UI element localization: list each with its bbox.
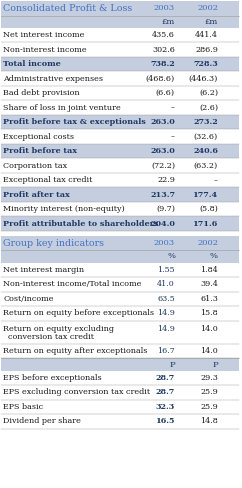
Text: (6.6): (6.6) [156, 89, 175, 97]
Text: 16.5: 16.5 [156, 417, 175, 426]
Text: EPS basic: EPS basic [3, 403, 43, 411]
Text: 204.0: 204.0 [150, 220, 175, 227]
Text: 302.6: 302.6 [152, 45, 175, 54]
Text: 25.9: 25.9 [200, 403, 218, 411]
Text: 63.5: 63.5 [157, 295, 175, 303]
Text: 1.84: 1.84 [200, 266, 218, 274]
Text: 263.0: 263.0 [150, 118, 175, 126]
Text: 286.9: 286.9 [195, 45, 218, 54]
Text: 15.8: 15.8 [200, 309, 218, 317]
Text: 14.9: 14.9 [157, 325, 175, 333]
Text: 273.2: 273.2 [193, 118, 218, 126]
Text: 738.2: 738.2 [150, 60, 175, 68]
Text: 2002: 2002 [197, 4, 218, 12]
Text: Profit before tax: Profit before tax [3, 147, 77, 155]
Text: Profit attributable to shareholders: Profit attributable to shareholders [3, 220, 158, 227]
Text: 41.0: 41.0 [157, 281, 175, 288]
Text: 728.3: 728.3 [193, 60, 218, 68]
Text: 441.4: 441.4 [195, 31, 218, 39]
Text: P: P [212, 361, 218, 368]
Text: Total income: Total income [3, 60, 61, 68]
Text: Exceptional costs: Exceptional costs [3, 133, 74, 141]
Text: P: P [169, 361, 175, 368]
Text: –: – [171, 103, 175, 112]
Text: (72.2): (72.2) [151, 162, 175, 169]
Bar [1, 216, 239, 231]
Text: 14.8: 14.8 [200, 417, 218, 426]
Text: EPS excluding conversion tax credit: EPS excluding conversion tax credit [3, 388, 150, 396]
Bar [1, 16, 239, 28]
Text: %: % [210, 252, 218, 261]
Bar [1, 57, 239, 71]
Text: 213.7: 213.7 [150, 191, 175, 199]
Text: 240.6: 240.6 [193, 147, 218, 155]
Text: Bad debt provision: Bad debt provision [3, 89, 80, 97]
Text: (32.6): (32.6) [194, 133, 218, 141]
Text: Corporation tax: Corporation tax [3, 162, 67, 169]
Text: 28.7: 28.7 [156, 388, 175, 396]
Text: (468.6): (468.6) [146, 75, 175, 82]
Text: (2.6): (2.6) [199, 103, 218, 112]
Text: Non-interest income: Non-interest income [3, 45, 87, 54]
Text: Administrative expenses: Administrative expenses [3, 75, 103, 82]
Text: Non-interest income/Total income: Non-interest income/Total income [3, 281, 141, 288]
Bar [1, 144, 239, 158]
Text: 28.7: 28.7 [156, 374, 175, 382]
Text: 29.3: 29.3 [200, 374, 218, 382]
Text: 61.3: 61.3 [200, 295, 218, 303]
Text: –: – [171, 133, 175, 141]
Text: –: – [214, 176, 218, 184]
Text: Dividend per share: Dividend per share [3, 417, 81, 426]
Text: 14.0: 14.0 [200, 325, 218, 333]
Text: Share of loss in joint venture: Share of loss in joint venture [3, 103, 121, 112]
Text: 435.6: 435.6 [152, 31, 175, 39]
Text: %: % [167, 252, 175, 261]
Bar [1, 115, 239, 129]
Text: Exceptional tax credit: Exceptional tax credit [3, 176, 92, 184]
Text: 32.3: 32.3 [156, 403, 175, 411]
Text: 22.9: 22.9 [157, 176, 175, 184]
Text: 39.4: 39.4 [200, 281, 218, 288]
Text: (446.3): (446.3) [189, 75, 218, 82]
Text: Minority interest (non-equity): Minority interest (non-equity) [3, 205, 125, 213]
Text: £m: £m [162, 18, 175, 26]
Bar [1, 187, 239, 202]
Text: 25.9: 25.9 [200, 388, 218, 396]
Text: 2003: 2003 [154, 239, 175, 247]
Text: conversion tax credit: conversion tax credit [3, 333, 94, 341]
Text: EPS before exceptionals: EPS before exceptionals [3, 374, 102, 382]
Text: £m: £m [205, 18, 218, 26]
Bar [1, 1, 239, 16]
Text: Return on equity before exceptionals: Return on equity before exceptionals [3, 309, 154, 317]
Text: (6.2): (6.2) [199, 89, 218, 97]
Text: 177.4: 177.4 [193, 191, 218, 199]
Text: Consolidated Profit & Loss: Consolidated Profit & Loss [3, 4, 132, 13]
Text: Profit after tax: Profit after tax [3, 191, 70, 199]
Text: Group key indicators: Group key indicators [3, 239, 104, 247]
Text: Net interest income: Net interest income [3, 31, 84, 39]
Text: 1.55: 1.55 [157, 266, 175, 274]
Text: Cost/income: Cost/income [3, 295, 53, 303]
Text: Net interest margin: Net interest margin [3, 266, 84, 274]
Bar [1, 250, 239, 263]
Text: 171.6: 171.6 [193, 220, 218, 227]
Bar [1, 236, 239, 250]
Text: (5.8): (5.8) [199, 205, 218, 213]
Bar [1, 358, 239, 371]
Text: 2002: 2002 [197, 239, 218, 247]
Text: 2003: 2003 [154, 4, 175, 12]
Text: (9.7): (9.7) [156, 205, 175, 213]
Text: 14.0: 14.0 [200, 347, 218, 355]
Text: 16.7: 16.7 [157, 347, 175, 355]
Text: (63.2): (63.2) [194, 162, 218, 169]
Text: 263.0: 263.0 [150, 147, 175, 155]
Text: Return on equity excluding: Return on equity excluding [3, 325, 114, 333]
Text: 14.9: 14.9 [157, 309, 175, 317]
Text: Profit before tax & exceptionals: Profit before tax & exceptionals [3, 118, 146, 126]
Text: Return on equity after exceptionals: Return on equity after exceptionals [3, 347, 147, 355]
